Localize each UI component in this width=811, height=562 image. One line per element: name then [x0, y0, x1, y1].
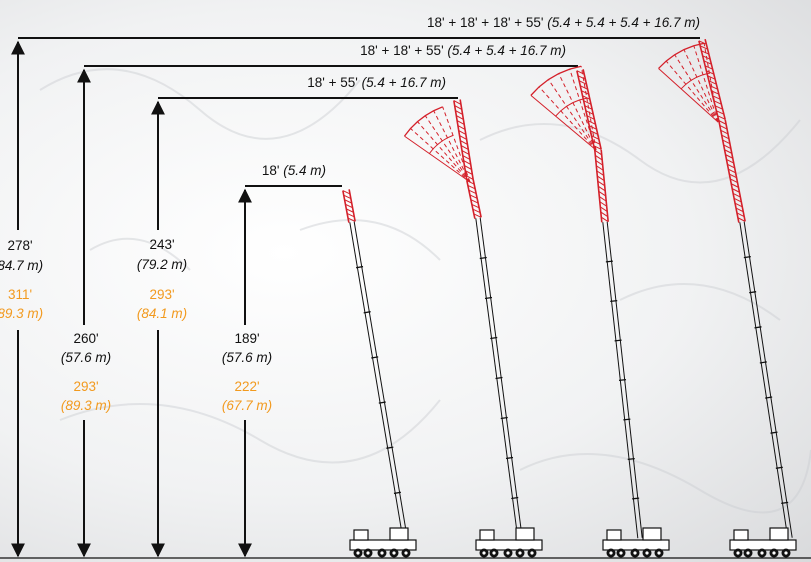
alt-height-feet-label: 293'	[149, 287, 174, 302]
cranes-group	[342, 39, 797, 558]
height-metric-label: (84.7 m)	[0, 258, 43, 273]
alt-height-feet-label: 293'	[73, 379, 98, 394]
height-feet-label: 243'	[149, 237, 174, 252]
crane-jib-18-18-55	[530, 65, 670, 558]
height-feet-label: 189'	[234, 331, 259, 346]
height-feet-label: 278'	[7, 238, 32, 253]
alt-height-metric-label: (89.3 m)	[0, 306, 43, 321]
dimension-jib-18-55: 18' + 55' (5.4 + 16.7 m) 243' (79.2 m) 2…	[137, 75, 458, 558]
height-metric-label: (57.6 m)	[222, 350, 272, 365]
alt-height-metric-label: (84.1 m)	[137, 306, 187, 321]
dimension-jib-18-18-55: 18' + 18' + 55' (5.4 + 5.4 + 16.7 m) 260…	[61, 43, 578, 558]
marble-streaks	[39, 68, 811, 514]
crane-jib-18	[342, 189, 417, 558]
alt-height-metric-label: (89.3 m)	[61, 398, 111, 413]
header-label: 18' + 18' + 18' + 55' (5.4 + 5.4 + 5.4 +…	[427, 15, 700, 30]
alt-height-feet-label: 222'	[234, 379, 259, 394]
height-metric-label: (79.2 m)	[137, 257, 187, 272]
header-label: 18' + 18' + 55' (5.4 + 5.4 + 16.7 m)	[360, 43, 566, 58]
crane-jib-18-18-18-55	[658, 39, 797, 558]
dimension-jib-18-18-18-55: 18' + 18' + 18' + 55' (5.4 + 5.4 + 5.4 +…	[0, 15, 700, 558]
crane-jib-18-55	[403, 99, 543, 558]
alt-height-metric-label: (67.7 m)	[222, 398, 272, 413]
header-label: 18' (5.4 m)	[262, 163, 326, 178]
header-label: 18' + 55' (5.4 + 16.7 m)	[307, 75, 446, 90]
height-feet-label: 260'	[73, 331, 98, 346]
height-metric-label: (57.6 m)	[61, 350, 111, 365]
dimension-jib-18: 18' (5.4 m) 189' (57.6 m) 222' (67.7 m)	[222, 163, 342, 558]
alt-height-feet-label: 311'	[8, 287, 32, 302]
